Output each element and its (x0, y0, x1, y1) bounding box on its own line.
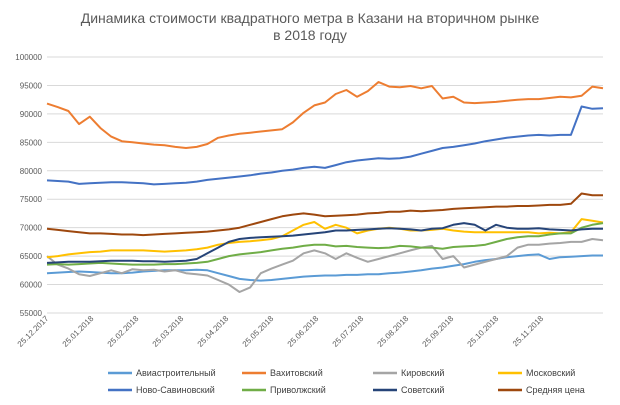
y-axis-ticks: 55000 60000 65000 70000 75000 80000 85000 90000… (15, 53, 42, 318)
legend-label: Ново-Савиновский (136, 385, 215, 395)
x-axis-ticks: 25.12.2017 25.01.2018 25.02.2018 25.03.2018… (16, 314, 546, 349)
y-tick-label: 80000 (20, 167, 43, 176)
series-line (46, 81, 604, 149)
legend-label: Вахитовский (270, 368, 323, 378)
x-tick-label: 25.08.2018 (376, 314, 411, 349)
legend-label: Московский (526, 368, 575, 378)
series-lines (46, 81, 604, 293)
grid-lines (47, 56, 603, 314)
chart-title: Динамика стоимости квадратного метра в К… (80, 10, 540, 26)
legend-label: Средняя цена (526, 385, 585, 395)
y-tick-label: 90000 (20, 110, 43, 119)
y-tick-label: 75000 (20, 195, 43, 204)
legend: Авиастроительный Вахитовский Кировский Моск… (108, 368, 585, 395)
y-tick-label: 95000 (20, 81, 43, 90)
y-tick-label: 85000 (20, 138, 43, 147)
y-tick-label: 100000 (15, 53, 42, 62)
y-tick-label: 65000 (20, 252, 43, 261)
y-tick-label: 55000 (20, 309, 43, 318)
y-tick-label: 70000 (20, 224, 43, 233)
series-line (46, 105, 604, 186)
x-tick-label: 25.07.2018 (331, 314, 366, 349)
x-tick-label: 25.12.2017 (16, 314, 51, 349)
x-tick-label: 25.02.2018 (106, 314, 141, 349)
series-line (46, 218, 604, 259)
chart-subtitle: в 2018 году (273, 27, 347, 43)
series-line (46, 222, 603, 264)
series-line (46, 253, 603, 282)
series-line (46, 238, 604, 293)
x-tick-label: 25.09.2018 (421, 314, 456, 349)
x-tick-label: 25.04.2018 (196, 314, 231, 349)
series-line (46, 192, 603, 237)
series-line (46, 222, 604, 266)
legend-label: Авиастроительный (136, 368, 216, 378)
x-tick-label: 25.05.2018 (241, 314, 276, 349)
legend-label: Кировский (401, 368, 444, 378)
legend-label: Приволжский (270, 385, 326, 395)
y-tick-label: 60000 (20, 281, 43, 290)
x-tick-label: 25.11.2018 (511, 314, 546, 349)
x-tick-label: 25.06.2018 (286, 314, 321, 349)
x-tick-label: 25.01.2018 (61, 314, 96, 349)
x-tick-label: 25.10.2018 (466, 314, 501, 349)
legend-label: Советский (401, 385, 444, 395)
x-tick-label: 25.03.2018 (151, 314, 186, 349)
